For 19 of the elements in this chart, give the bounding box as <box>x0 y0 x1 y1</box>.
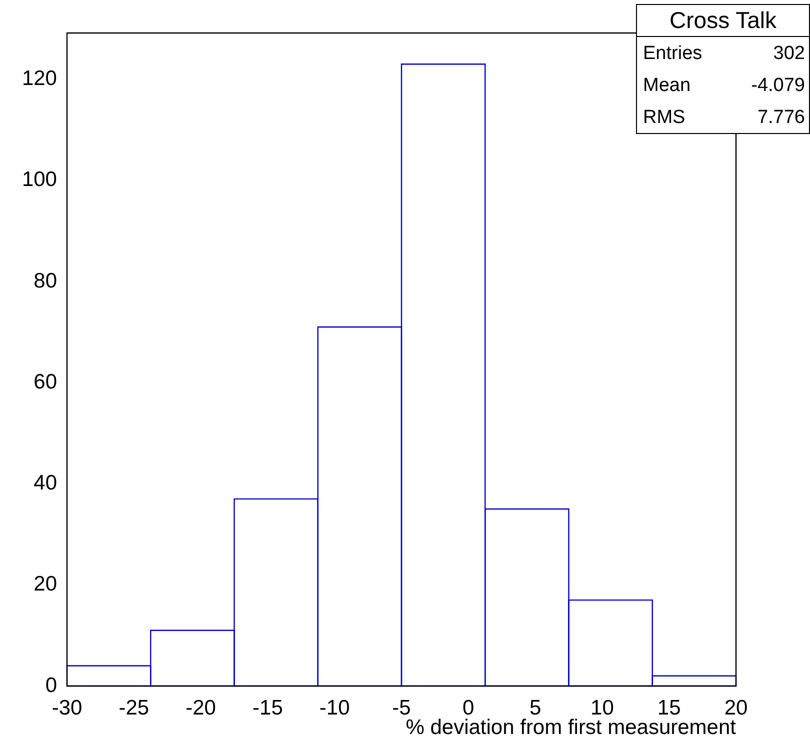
text: 7.776 <box>757 107 805 129</box>
annotation: RMS <box>643 107 686 129</box>
y-tick-label: 0 <box>45 674 57 697</box>
x-tick-label: -30 <box>52 696 82 720</box>
x-tick-label: -15 <box>252 696 283 720</box>
y-tick-label: 60 <box>34 370 57 394</box>
x-tick-label: -25 <box>118 696 150 720</box>
y-tick-label: 20 <box>34 572 57 596</box>
annotation: Entries <box>643 43 702 65</box>
text: 302 <box>773 43 805 65</box>
x-tick-label: -10 <box>319 696 350 720</box>
y-tick-label: 100 <box>22 168 57 192</box>
x-tick-label: -20 <box>186 696 216 720</box>
y-tick-label: 40 <box>34 472 57 495</box>
text: -4.079 <box>751 75 805 97</box>
y-tick-label: 80 <box>34 269 57 292</box>
chart-title: Cross Talk <box>637 5 809 37</box>
y-tick-label: 120 <box>22 67 57 90</box>
annotation: Mean <box>643 75 691 97</box>
